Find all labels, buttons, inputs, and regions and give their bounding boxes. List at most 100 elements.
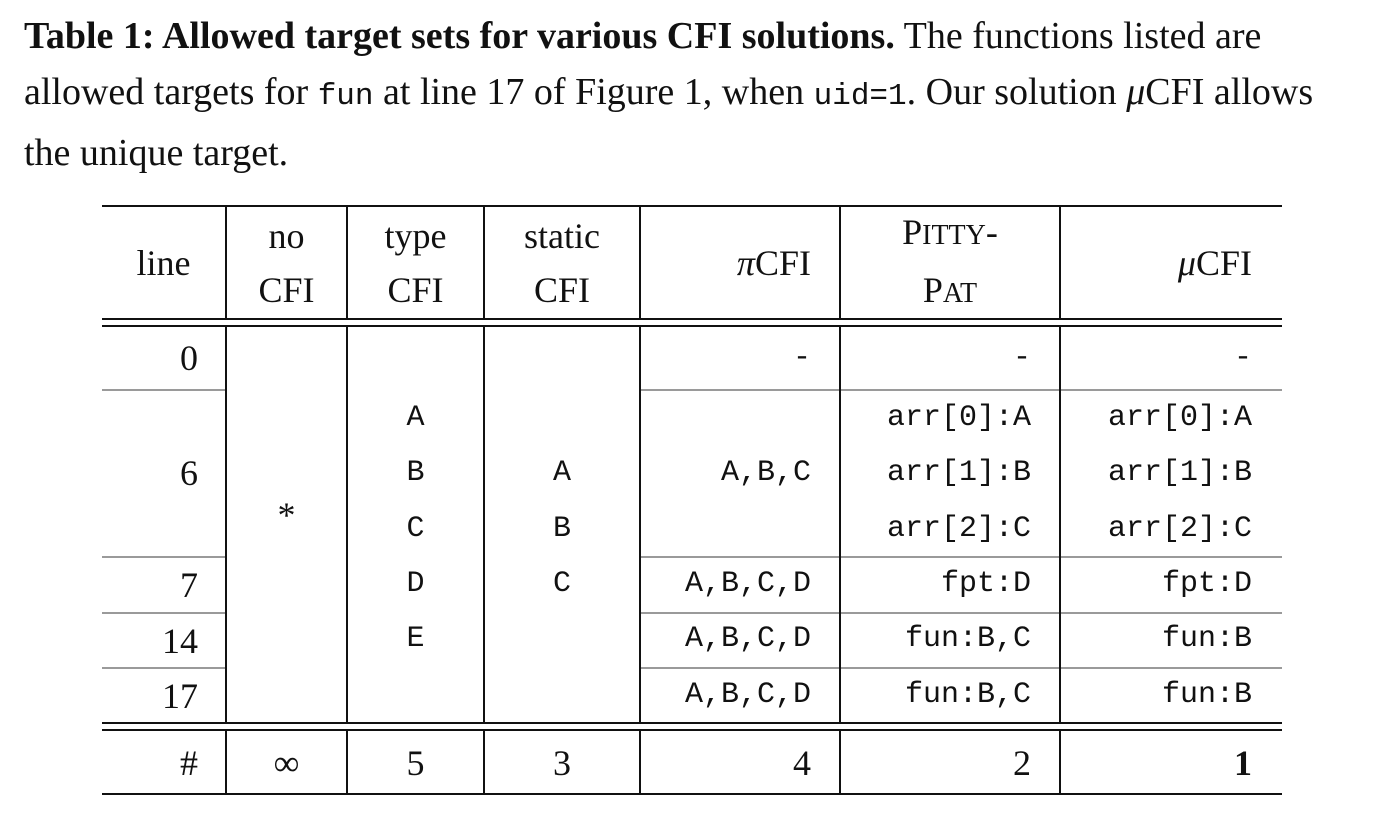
pittypat-cell: fpt:D bbox=[940, 567, 1031, 601]
pittypat-cell: - bbox=[1012, 341, 1031, 375]
header-mu-symbol: μ bbox=[1177, 242, 1196, 283]
header-pi-cfi-label: CFI bbox=[754, 242, 811, 283]
table-bottom-rule bbox=[102, 793, 1282, 795]
column-rule bbox=[483, 326, 485, 723]
column-rule bbox=[483, 730, 485, 794]
static-cfi-target: A bbox=[552, 456, 571, 490]
no-cfi-value: * bbox=[277, 495, 296, 535]
header-line: line bbox=[136, 242, 191, 283]
row-separator bbox=[640, 612, 1282, 614]
type-cfi-target: D bbox=[406, 567, 425, 601]
footer-pittypat-count: 2 bbox=[1013, 743, 1031, 783]
header-type-cfi-line1: type bbox=[384, 215, 447, 256]
type-cfi-target: B bbox=[406, 456, 425, 490]
column-rule bbox=[839, 326, 841, 723]
table-top-rule bbox=[102, 205, 1282, 207]
header-static-cfi: static CFI bbox=[485, 207, 639, 318]
caption-text: The functions listed are allowed targets… bbox=[24, 15, 1262, 113]
column-rule bbox=[639, 730, 641, 794]
row-line-number: 6 bbox=[180, 453, 198, 493]
row-separator bbox=[102, 612, 226, 614]
pi-cfi-cell: A,B,C,D bbox=[684, 622, 811, 656]
cfi-target-table: line no CFI type CFI static CFI π CFI PIT… bbox=[102, 205, 1282, 797]
column-rule bbox=[1059, 205, 1061, 319]
footer-rule-2 bbox=[102, 729, 1282, 731]
header-pi-symbol: π bbox=[736, 242, 755, 283]
footer-pi-cfi-count: 4 bbox=[793, 743, 811, 783]
column-rule bbox=[639, 326, 641, 723]
header-pittypat-line2: PAT bbox=[922, 269, 978, 310]
caption-text: . Our solution bbox=[906, 71, 1127, 113]
footer-rule-1 bbox=[102, 722, 1282, 724]
header-static-cfi-line1: static bbox=[524, 215, 600, 256]
pittypat-cell: arr[1]:B bbox=[886, 456, 1031, 490]
pittypat-cell: arr[2]:C bbox=[886, 512, 1031, 546]
footer-count-label: # bbox=[180, 743, 198, 783]
column-rule bbox=[346, 205, 348, 319]
row-separator bbox=[102, 389, 226, 391]
column-rule bbox=[1059, 326, 1061, 723]
mu-cfi-cell: fun:B bbox=[1161, 678, 1252, 712]
row-separator bbox=[640, 389, 1282, 391]
footer-static-cfi-count: 3 bbox=[553, 743, 571, 783]
header-no-cfi-line1: no bbox=[268, 215, 305, 256]
pittypat-cell: fun:B,C bbox=[904, 678, 1031, 712]
pittypat-cell: fun:B,C bbox=[904, 622, 1031, 656]
footer-no-cfi-count: ∞ bbox=[273, 743, 300, 783]
row-separator bbox=[102, 667, 226, 669]
column-rule bbox=[639, 205, 641, 319]
pi-cfi-cell: A,B,C,D bbox=[684, 567, 811, 601]
column-rule bbox=[839, 205, 841, 319]
column-rule bbox=[1059, 730, 1061, 794]
header-mu-cfi: μ CFI bbox=[1061, 207, 1252, 318]
mu-cfi-cell: fpt:D bbox=[1161, 567, 1252, 601]
header-type-cfi-line2: CFI bbox=[387, 269, 444, 310]
column-rule bbox=[225, 205, 227, 319]
header-no-cfi: no CFI bbox=[227, 207, 346, 318]
mu-cfi-cell: - bbox=[1233, 341, 1252, 375]
footer-mu-cfi-count: 1 bbox=[1234, 743, 1252, 783]
static-cfi-target: B bbox=[552, 512, 571, 546]
row-line-number: 7 bbox=[180, 564, 198, 605]
caption-label: Table 1: Allowed target sets for various… bbox=[24, 15, 895, 57]
column-rule bbox=[346, 730, 348, 794]
header-no-cfi-line2: CFI bbox=[258, 269, 315, 310]
column-rule bbox=[483, 205, 485, 319]
pittypat-cell: arr[0]:A bbox=[886, 401, 1031, 435]
caption-text: at line 17 of Figure 1, when bbox=[373, 71, 814, 113]
mu-cfi-cell: arr[1]:B bbox=[1107, 456, 1252, 490]
header-mu-cfi-label: CFI bbox=[1195, 242, 1252, 283]
row-line-number: 17 bbox=[162, 675, 198, 716]
column-rule bbox=[839, 730, 841, 794]
header-rule-1 bbox=[102, 318, 1282, 320]
table-caption: Table 1: Allowed target sets for various… bbox=[24, 8, 1364, 181]
type-cfi-target: E bbox=[406, 622, 425, 656]
caption-text: CFI allows the unique target. bbox=[24, 71, 1314, 174]
mu-cfi-cell: fun:B bbox=[1161, 622, 1252, 656]
pi-cfi-cell: A,B,C,D bbox=[684, 678, 811, 712]
header-type-cfi: type CFI bbox=[348, 207, 483, 318]
static-cfi-target: C bbox=[552, 567, 571, 601]
column-rule bbox=[225, 326, 227, 723]
column-rule bbox=[225, 730, 227, 794]
header-static-cfi-line2: CFI bbox=[533, 269, 591, 310]
caption-code-fun: fun bbox=[317, 79, 374, 114]
type-cfi-target: C bbox=[406, 512, 425, 546]
pi-cfi-cell: - bbox=[792, 341, 811, 375]
footer-type-cfi-count: 5 bbox=[406, 743, 425, 783]
pi-cfi-cell: A,B,C bbox=[720, 456, 811, 490]
header-pittypat: PITTY- PAT bbox=[841, 207, 1059, 318]
type-cfi-target: A bbox=[406, 401, 425, 435]
row-line-number: 14 bbox=[162, 620, 198, 661]
row-separator bbox=[640, 556, 1282, 558]
caption-mu-symbol: μ bbox=[1126, 71, 1146, 113]
mu-cfi-cell: arr[2]:C bbox=[1107, 512, 1252, 546]
header-pi-cfi: π CFI bbox=[641, 207, 811, 318]
header-rule-2 bbox=[102, 325, 1282, 327]
column-rule bbox=[346, 326, 348, 723]
mu-cfi-cell: arr[0]:A bbox=[1107, 401, 1252, 435]
caption-code-uid: uid=1 bbox=[813, 79, 907, 114]
header-pittypat-line1: PITTY- bbox=[902, 211, 998, 252]
row-separator bbox=[102, 556, 226, 558]
row-separator bbox=[640, 667, 1282, 669]
